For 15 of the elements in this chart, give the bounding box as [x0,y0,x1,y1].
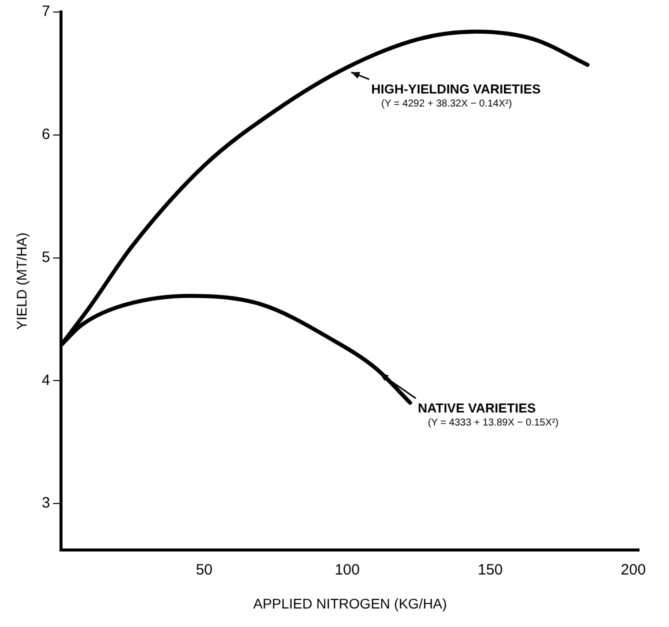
x-tick-label: 100 [334,561,360,578]
y-tick-label: 3 [42,494,50,512]
legend-label: HIGH-YIELDING VARIETIES [371,81,542,96]
annotation: (Y = 4333 + 13.89X − 0.15X²) [428,417,559,428]
y-tick-label: 6 [42,126,50,144]
x-axis-title: APPLIED NITROGEN (KG/HA) [253,595,447,612]
series-label: NATIVE VARIETIES [418,400,536,416]
x-tick-label: 200 [620,561,646,578]
y-tick-label: 5 [42,248,50,266]
y-axis-title: YIELD (MT/HA) [13,232,30,330]
x-tick-label: 150 [478,561,503,578]
y-tick-label: 4 [42,372,50,389]
y-tick-label: 7 [42,3,50,20]
annotation: (Y = 4292 + 38.32X − 0.14X²) [381,98,512,110]
x-tick-label: 50 [196,561,213,578]
